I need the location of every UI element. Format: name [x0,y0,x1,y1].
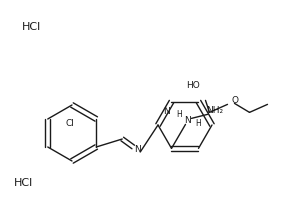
Text: H: H [176,110,182,119]
Text: Cl: Cl [65,119,74,128]
Text: NH₂: NH₂ [206,106,224,115]
Text: O: O [231,96,239,105]
Text: N: N [163,107,170,116]
Text: N: N [134,146,141,154]
Text: HO: HO [186,81,200,90]
Text: HCl: HCl [14,178,33,188]
Text: H: H [196,119,201,128]
Text: HCl: HCl [22,22,41,32]
Text: N: N [184,116,191,125]
